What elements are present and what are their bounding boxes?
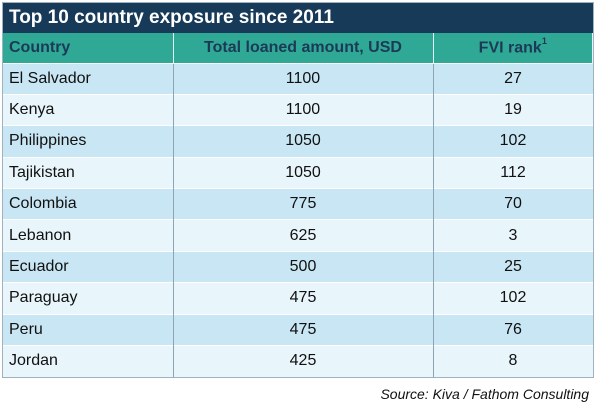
cell-country: Paraguay xyxy=(3,282,174,315)
column-header-fvi: FVI rank1 xyxy=(433,33,593,63)
cell-amount: 625 xyxy=(173,219,434,252)
cell-country: Philippines xyxy=(3,125,174,158)
cell-country: Tajikistan xyxy=(3,156,174,189)
cell-fvi: 112 xyxy=(433,156,593,189)
table-body: El Salvador 1100 27 Kenya 1100 19 Philip… xyxy=(3,62,593,377)
table-header-row: Country Total loaned amount, USD FVI ran… xyxy=(3,33,593,63)
table-row: Lebanon 625 3 xyxy=(3,219,593,252)
cell-country: Colombia xyxy=(3,188,174,220)
table-row: Ecuador 500 25 xyxy=(3,250,593,283)
cell-amount: 775 xyxy=(173,188,434,220)
cell-amount: 475 xyxy=(173,282,434,315)
table-row: Jordan 425 8 xyxy=(3,345,593,377)
exposure-table: Country Total loaned amount, USD FVI ran… xyxy=(3,33,593,377)
cell-country: Lebanon xyxy=(3,219,174,252)
cell-fvi: 102 xyxy=(433,282,593,315)
table-row: Tajikistan 1050 112 xyxy=(3,156,593,189)
fvi-footnote-marker: 1 xyxy=(541,36,547,47)
source-note: Source: Kiva / Fathom Consulting xyxy=(380,386,589,402)
table-title: Top 10 country exposure since 2011 xyxy=(3,3,593,33)
cell-fvi: 27 xyxy=(433,62,593,95)
table-row: Peru 475 76 xyxy=(3,313,593,346)
table-row: Philippines 1050 102 xyxy=(3,125,593,158)
table-row: Kenya 1100 19 xyxy=(3,93,593,126)
cell-amount: 1100 xyxy=(173,93,434,126)
cell-amount: 1050 xyxy=(173,156,434,189)
cell-country: Kenya xyxy=(3,93,174,126)
cell-country: Peru xyxy=(3,313,174,346)
cell-country: Ecuador xyxy=(3,250,174,283)
cell-amount: 425 xyxy=(173,345,434,377)
cell-amount: 500 xyxy=(173,250,434,283)
cell-fvi: 19 xyxy=(433,93,593,126)
table-row: El Salvador 1100 27 xyxy=(3,62,593,95)
exposure-table-panel: Top 10 country exposure since 2011 Count… xyxy=(2,2,594,378)
cell-country: El Salvador xyxy=(3,62,174,95)
cell-fvi: 102 xyxy=(433,125,593,158)
cell-fvi: 25 xyxy=(433,250,593,283)
cell-fvi: 76 xyxy=(433,313,593,346)
cell-amount: 1100 xyxy=(173,62,434,95)
cell-amount: 1050 xyxy=(173,125,434,158)
cell-country: Jordan xyxy=(3,345,174,377)
cell-fvi: 70 xyxy=(433,188,593,220)
table-row: Colombia 775 70 xyxy=(3,188,593,220)
cell-fvi: 8 xyxy=(433,345,593,377)
table-row: Paraguay 475 102 xyxy=(3,282,593,315)
cell-amount: 475 xyxy=(173,313,434,346)
column-header-amount: Total loaned amount, USD xyxy=(173,33,434,63)
column-header-fvi-label: FVI rank xyxy=(478,39,542,57)
cell-fvi: 3 xyxy=(433,219,593,252)
column-header-country: Country xyxy=(3,33,174,63)
